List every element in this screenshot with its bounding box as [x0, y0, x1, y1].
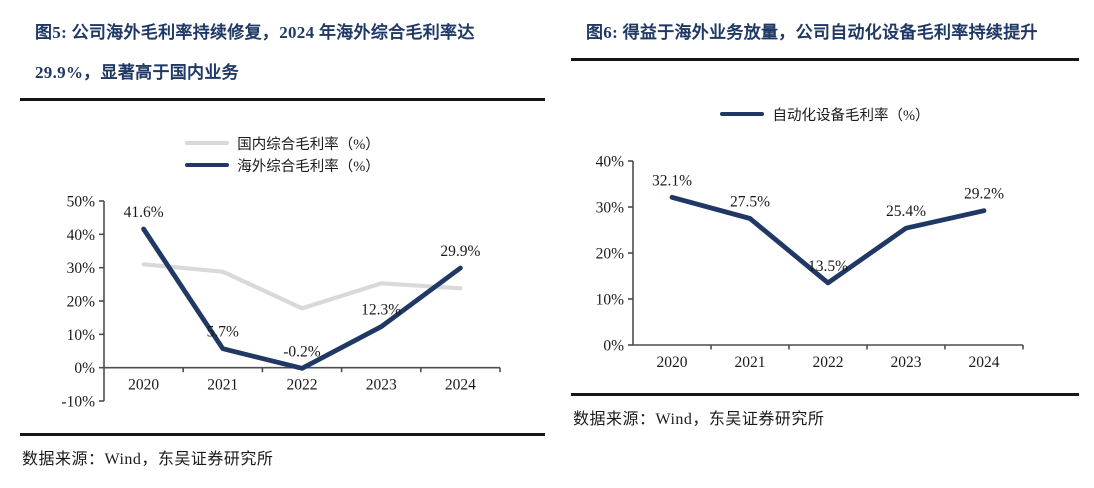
x-tick-label: 2020 [657, 354, 688, 371]
figure6-footer-rule [571, 393, 1079, 396]
figure6-title-rule [571, 58, 1079, 61]
y-tick-label: 0% [603, 338, 624, 355]
figure5-title: 图5: 公司海外毛利率持续修复，2024 年海外综合毛利率达 29.9%，显著高… [35, 23, 475, 82]
figure6-legend-items: 自动化设备毛利率（%） [720, 103, 930, 125]
figure6-title: 图6: 得益于海外业务放量，公司自动化设备毛利率持续提升 [586, 23, 1038, 42]
x-tick-label: 2024 [969, 354, 1000, 371]
data-point-label: 32.1% [652, 172, 692, 189]
figure5-panel: 图5: 公司海外毛利率持续修复，2024 年海外综合毛利率达 29.9%，显著高… [20, 0, 545, 488]
data-point-label: 29.2% [964, 186, 1004, 203]
data-point-label: 27.5% [730, 194, 770, 211]
x-tick-label: 2020 [128, 377, 159, 394]
series-line [141, 226, 463, 371]
x-tick-label: 2022 [813, 354, 844, 371]
legend-series-label: 自动化设备毛利率（%） [772, 107, 930, 124]
y-tick-label: 40% [67, 227, 96, 244]
data-point-label: 12.3% [361, 302, 401, 319]
figure5-footer-rule [20, 433, 545, 436]
x-tick-label: 2021 [735, 354, 766, 371]
y-tick-label: 20% [67, 294, 96, 311]
figure6-panel: 图6: 得益于海外业务放量，公司自动化设备毛利率持续提升 自动化设备毛利率（%）… [571, 0, 1079, 488]
data-point-label: 41.6% [124, 204, 164, 221]
x-tick-label: 2023 [366, 377, 397, 394]
y-tick-label: 30% [596, 200, 625, 217]
y-tick-label: 20% [596, 246, 625, 263]
x-tick-label: 2023 [891, 354, 922, 371]
legend-series-label: 国内综合毛利率（%） [237, 136, 380, 153]
x-tick-label: 2022 [287, 377, 318, 394]
y-tick-label: 10% [67, 327, 96, 344]
data-point-label: -0.2% [283, 343, 321, 360]
legend-line-swatch [185, 141, 230, 145]
y-tick-label: 30% [67, 260, 96, 277]
y-tick-label: 50% [67, 194, 96, 211]
data-point-label: 5.7% [207, 324, 239, 341]
legend-item: 海外综合毛利率（%） [185, 154, 380, 176]
legend-line-swatch [185, 163, 230, 167]
x-tick-label: 2024 [445, 377, 476, 394]
series-line [669, 194, 987, 286]
series-line [141, 262, 463, 311]
figure5-title-rule [20, 98, 545, 101]
x-tick-label: 2021 [207, 377, 238, 394]
legend-item: 国内综合毛利率（%） [185, 132, 380, 154]
y-tick-label: 40% [596, 154, 625, 171]
figure5-legend: 国内综合毛利率（%） 海外综合毛利率（%） [20, 131, 545, 177]
figure6-legend: 自动化设备毛利率（%） [571, 91, 1079, 137]
figure5-line-chart: 50% 40% 30% 20% 10% 0% -10% 2020 2021 2022 2023 202… [61, 194, 501, 411]
figure5-legend-items: 国内综合毛利率（%） 海外综合毛利率（%） [185, 132, 380, 176]
y-tick-label: 10% [596, 292, 625, 309]
y-tick-label: 0% [74, 360, 95, 377]
figure5-source: 数据来源：Wind，东吴证券研究所 [22, 451, 274, 468]
y-tick-label: -10% [61, 394, 95, 411]
legend-item: 自动化设备毛利率（%） [720, 103, 930, 125]
data-point-label: 13.5% [808, 258, 848, 275]
data-point-label: 25.4% [886, 203, 926, 220]
data-point-label: 29.9% [440, 243, 480, 260]
legend-series-label: 海外综合毛利率（%） [237, 158, 380, 175]
legend-line-swatch [720, 112, 765, 116]
figure6-line-chart: 40% 30% 20% 10% 0% 2020 2021 2022 2023 2024 32.1% 2… [596, 154, 1024, 371]
figure6-source: 数据来源：Wind，东吴证券研究所 [573, 411, 825, 428]
